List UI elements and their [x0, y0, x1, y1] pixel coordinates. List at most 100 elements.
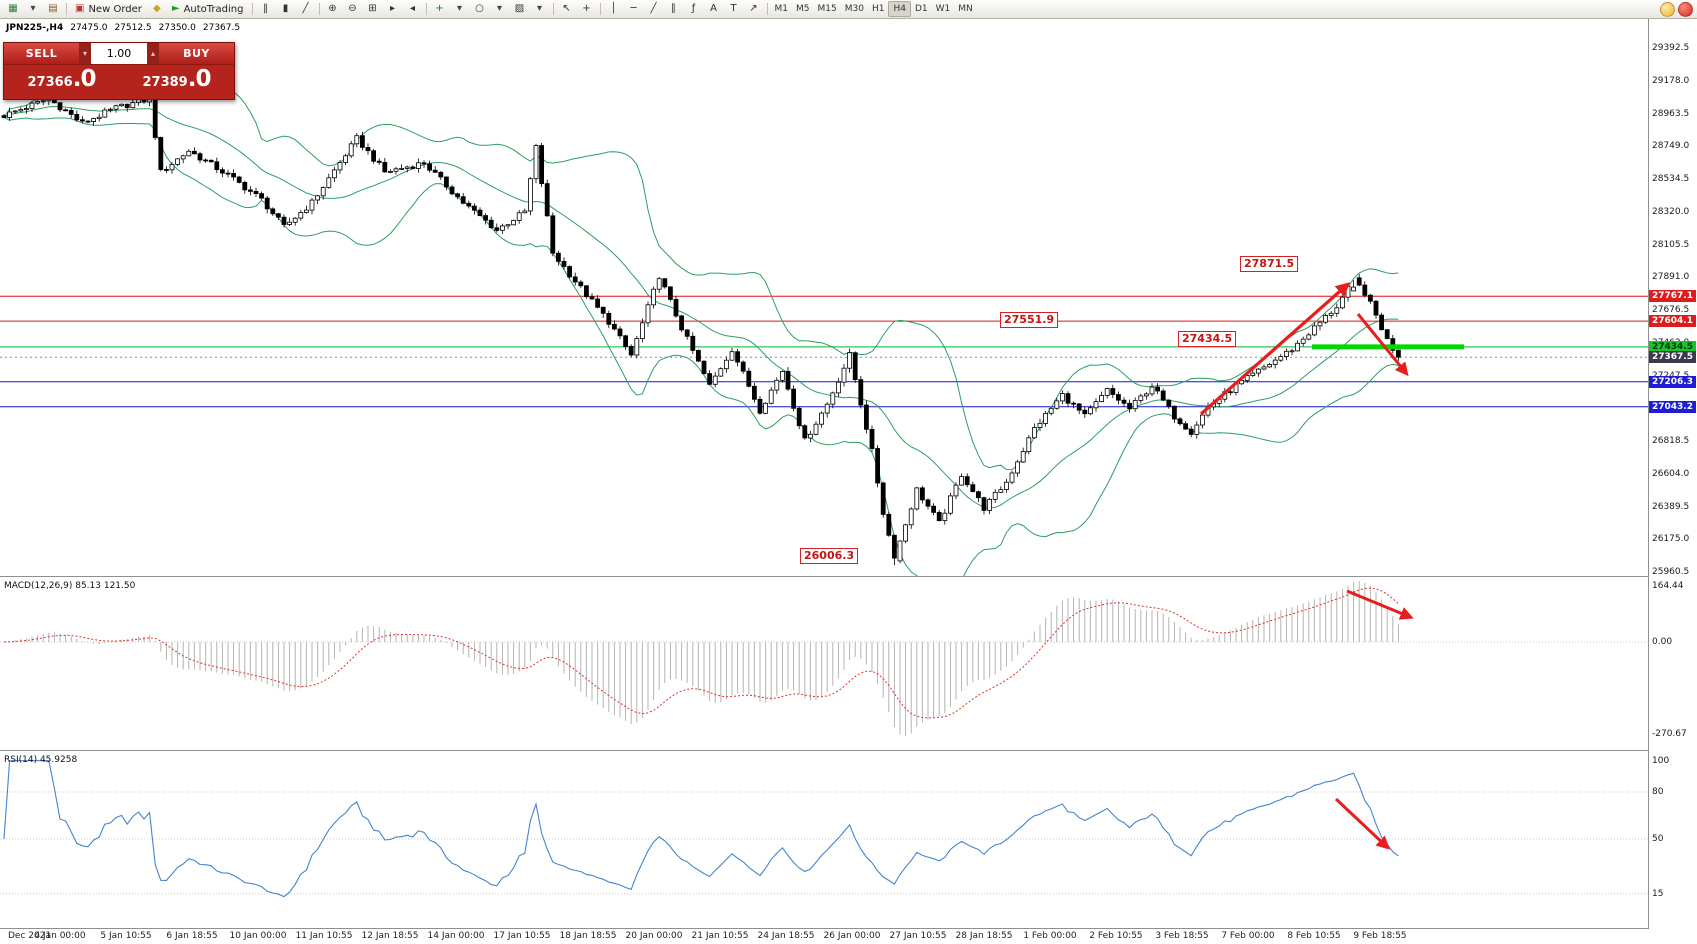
timeframe-m30-button[interactable]: M30	[844, 4, 864, 14]
zoom-in-icon: ⊕	[328, 3, 337, 14]
sell-price-frac: .0	[72, 66, 97, 92]
horizontal-line-button[interactable]: ─	[624, 2, 644, 17]
periods-icon: ○	[475, 3, 484, 14]
sell-button[interactable]: SELL	[4, 43, 79, 64]
volume-up-icon[interactable]: ▴	[147, 43, 159, 64]
cursor-button[interactable]: ↖	[557, 2, 577, 17]
price-axis-label: 27676.5	[1652, 305, 1690, 315]
autotrading-icon: ►	[171, 3, 180, 14]
trendline-button[interactable]: ╱	[644, 2, 664, 17]
crosshair-button[interactable]: +	[577, 2, 597, 17]
line-chart-button[interactable]: ╱	[296, 2, 316, 17]
price-axis-label: 27891.0	[1652, 272, 1690, 283]
zoom-in-button[interactable]: ⊕	[323, 2, 343, 17]
time-axis-label: 10 Jan 00:00	[229, 931, 287, 941]
notifications-icon[interactable]	[1660, 2, 1675, 17]
buy-price-main: 27389	[142, 75, 188, 90]
price-axis-label: 25960.5	[1652, 567, 1690, 577]
price-chart-panel[interactable]	[0, 18, 1649, 576]
time-axis-label: 24 Jan 18:55	[757, 931, 815, 941]
price-tag: 27206.3	[1649, 375, 1696, 388]
rsi-panel[interactable]	[0, 751, 1649, 928]
new-order-button[interactable]: ▣ New Order	[75, 3, 142, 15]
new-chart-icon: ▦	[8, 3, 18, 14]
timeframe-d1-button[interactable]: D1	[914, 4, 928, 14]
vertical-line-icon: │	[610, 3, 617, 14]
volume-input[interactable]	[91, 43, 147, 64]
price-callout[interactable]: 26006.3	[800, 548, 859, 564]
chart-dropdown-button[interactable]: ▾	[23, 2, 43, 17]
new-chart-button[interactable]: ▦	[3, 2, 23, 17]
timeframe-m5-button[interactable]: M5	[796, 4, 810, 14]
symbol-period-label: JPN225-,H4	[6, 23, 64, 33]
line-chart-icon: ╱	[302, 3, 309, 14]
fibonacci-button[interactable]: ƒ	[684, 2, 704, 17]
timeframe-mn-button[interactable]: MN	[958, 4, 973, 14]
time-axis-label: 28 Jan 18:55	[955, 931, 1013, 941]
community-icon[interactable]	[1678, 2, 1693, 17]
channel-button[interactable]: ∥	[664, 2, 684, 17]
templates-button[interactable]: ▨	[510, 2, 530, 17]
buy-price[interactable]: 27389.0	[119, 65, 234, 98]
panel-splitter	[0, 928, 1697, 929]
macd-chart	[0, 581, 1648, 736]
ohlc-close: 27367.5	[202, 23, 241, 33]
arrows-button[interactable]: ↗	[744, 2, 764, 17]
sell-price[interactable]: 27366.0	[4, 65, 119, 98]
text-button[interactable]: A	[704, 2, 724, 17]
toolbar-separator	[552, 3, 554, 15]
candlestick-chart-button[interactable]: ▮	[276, 2, 296, 17]
timeframe-h1-button[interactable]: H1	[871, 4, 885, 14]
price-callout[interactable]: 27871.5	[1240, 256, 1299, 272]
tile-windows-icon: ⊞	[368, 3, 377, 14]
indicators-icon: +	[435, 3, 444, 14]
auto-scroll-button[interactable]: ▸	[383, 2, 403, 17]
ohlc-high: 27512.5	[114, 23, 152, 33]
indicators-dropdown-icon: ▾	[456, 3, 463, 14]
macd-panel[interactable]	[0, 577, 1649, 750]
indicators-dropdown-button[interactable]: ▾	[450, 2, 470, 17]
time-axis-label: 4 Jan 00:00	[34, 931, 86, 941]
price-tag: 27434.5	[1649, 340, 1696, 353]
crosshair-icon: +	[582, 3, 591, 14]
chart-shift-button[interactable]: ◂	[403, 2, 423, 17]
periods-dropdown-button[interactable]: ▾	[490, 2, 510, 17]
time-axis: Dec 2021 4 Jan 00:00 5 Jan 10:55 6 Jan 18:5…	[0, 929, 1649, 944]
zoom-out-button[interactable]: ⊖	[343, 2, 363, 17]
price-callout[interactable]: 27551.9	[1000, 312, 1059, 328]
price-axis-label: 26389.5	[1652, 501, 1690, 512]
bar-chart-button[interactable]: ‖	[256, 2, 276, 17]
time-axis-label: 18 Jan 18:55	[559, 931, 617, 941]
toolbar-right-icons	[1660, 2, 1693, 17]
expert-advisors-button[interactable]: ◆	[147, 2, 167, 17]
ohlc-low: 27350.0	[158, 23, 196, 33]
timeframe-m1-button[interactable]: M1	[774, 4, 789, 14]
price-callout[interactable]: 27434.5	[1178, 331, 1237, 347]
volume-down-icon[interactable]: ▾	[79, 43, 91, 64]
rsi-axis-label: 50	[1652, 834, 1664, 844]
periods-button[interactable]: ○	[470, 2, 490, 17]
chart-title: JPN225-,H4 27475.0 27512.5 27350.0 27367…	[6, 23, 240, 33]
rsi-chart	[0, 760, 1648, 898]
indicators-button[interactable]: +	[430, 2, 450, 17]
vertical-line-button[interactable]: │	[604, 2, 624, 17]
templates-dropdown-button[interactable]: ▾	[530, 2, 550, 17]
price-axis-label: 28320.0	[1652, 206, 1690, 217]
buy-button[interactable]: BUY	[159, 43, 234, 64]
timeframe-m15-button[interactable]: M15	[817, 4, 837, 14]
panel-splitter[interactable]	[0, 576, 1697, 577]
macd-indicator-label: MACD(12,26,9) 85.13 121.50	[4, 581, 136, 591]
autotrading-button[interactable]: ► AutoTrading	[171, 3, 244, 15]
time-axis-label: 26 Jan 00:00	[823, 931, 881, 941]
chart-dropdown-icon: ▾	[30, 3, 36, 14]
price-axis-label: 28534.5	[1652, 174, 1690, 184]
zoom-out-icon: ⊖	[348, 3, 357, 14]
profiles-button[interactable]: ▤	[43, 2, 63, 17]
timeframe-h4-button[interactable]: H4	[888, 1, 911, 17]
tile-windows-button[interactable]: ⊞	[363, 2, 383, 17]
timeframe-w1-button[interactable]: W1	[935, 4, 951, 14]
text-label-button[interactable]: T	[724, 2, 744, 17]
panel-splitter[interactable]	[0, 750, 1697, 751]
periods-dropdown-icon: ▾	[496, 3, 503, 14]
